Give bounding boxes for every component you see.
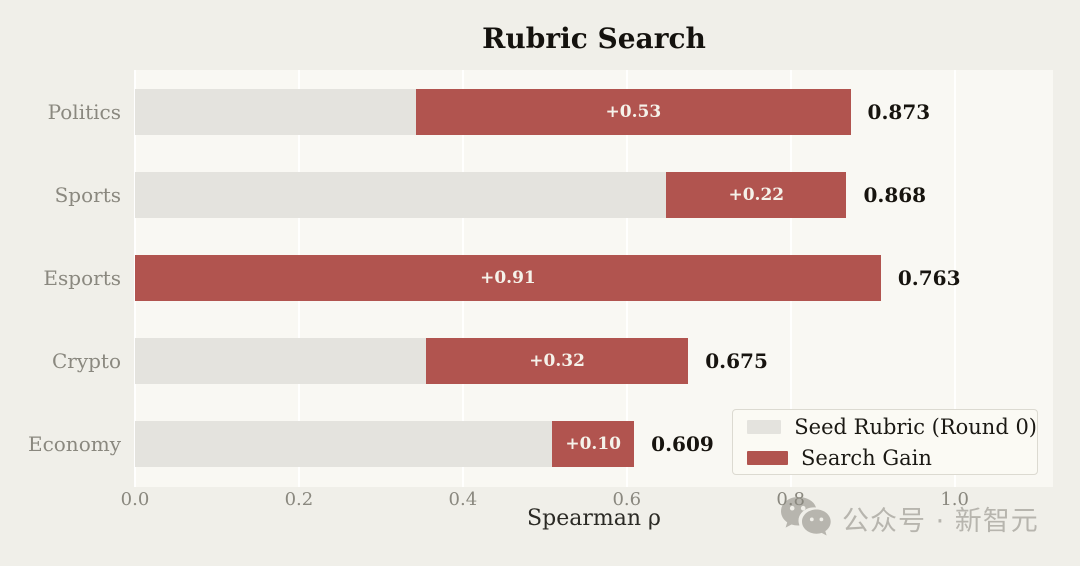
plot-area: +0.53 0.873 +0.22 0.868 +0.91 0.763 +0.32 0.675… — [134, 70, 1053, 487]
category-label: Sports — [54, 183, 121, 207]
x-tick-label: 1.0 — [940, 489, 969, 510]
seed-bar-segment — [135, 338, 426, 384]
category-label: Esports — [43, 266, 121, 290]
wechat-icon — [779, 495, 833, 541]
x-tick-label: 0.2 — [284, 489, 314, 510]
watermark: 公众号 · 新智元 — [779, 495, 1039, 541]
legend-label: Search Gain — [801, 445, 932, 470]
gain-bar-segment — [416, 89, 851, 135]
x-axis-label: Spearman ρ — [527, 506, 661, 531]
gain-label: +0.10 — [565, 434, 621, 454]
gain-bar-segment — [666, 172, 847, 218]
gain-label: +0.53 — [605, 102, 662, 122]
watermark-text: 公众号 · 新智元 — [842, 505, 1039, 537]
category-label: Politics — [47, 100, 121, 124]
gain-bar-segment — [135, 255, 881, 301]
gain-bar-segment — [552, 421, 635, 467]
chart-title: Rubric Search — [482, 22, 706, 55]
legend-item: Seed Rubric (Round 0) — [747, 415, 1037, 439]
value-label: 0.609 — [651, 432, 714, 456]
category-label: Crypto — [51, 349, 121, 373]
legend-item: Search Gain — [747, 446, 1037, 470]
category-label: Economy — [27, 432, 121, 456]
x-tick-label: 0.4 — [448, 489, 478, 510]
gain-bar-segment — [425, 338, 689, 384]
seed-bar-segment — [135, 89, 417, 135]
gain-label: +0.22 — [728, 185, 785, 205]
x-tick-label: 0.6 — [612, 489, 642, 510]
legend-label: Seed Rubric (Round 0) — [794, 414, 1037, 439]
x-tick-label: 0.8 — [776, 489, 806, 510]
legend-swatch — [747, 450, 788, 465]
value-label: 0.763 — [897, 266, 961, 290]
gain-label: +0.32 — [529, 351, 585, 371]
seed-bar-segment — [135, 421, 553, 467]
value-label: 0.868 — [863, 183, 927, 207]
seed-bar-segment — [135, 172, 667, 218]
gridline — [953, 70, 956, 487]
x-tick-label: 0.0 — [120, 489, 150, 510]
value-label: 0.873 — [867, 100, 931, 124]
gain-label: +0.91 — [480, 268, 536, 288]
value-label: 0.675 — [705, 349, 768, 373]
legend: Seed Rubric (Round 0) Search Gain — [732, 409, 1038, 475]
legend-swatch — [747, 419, 782, 434]
